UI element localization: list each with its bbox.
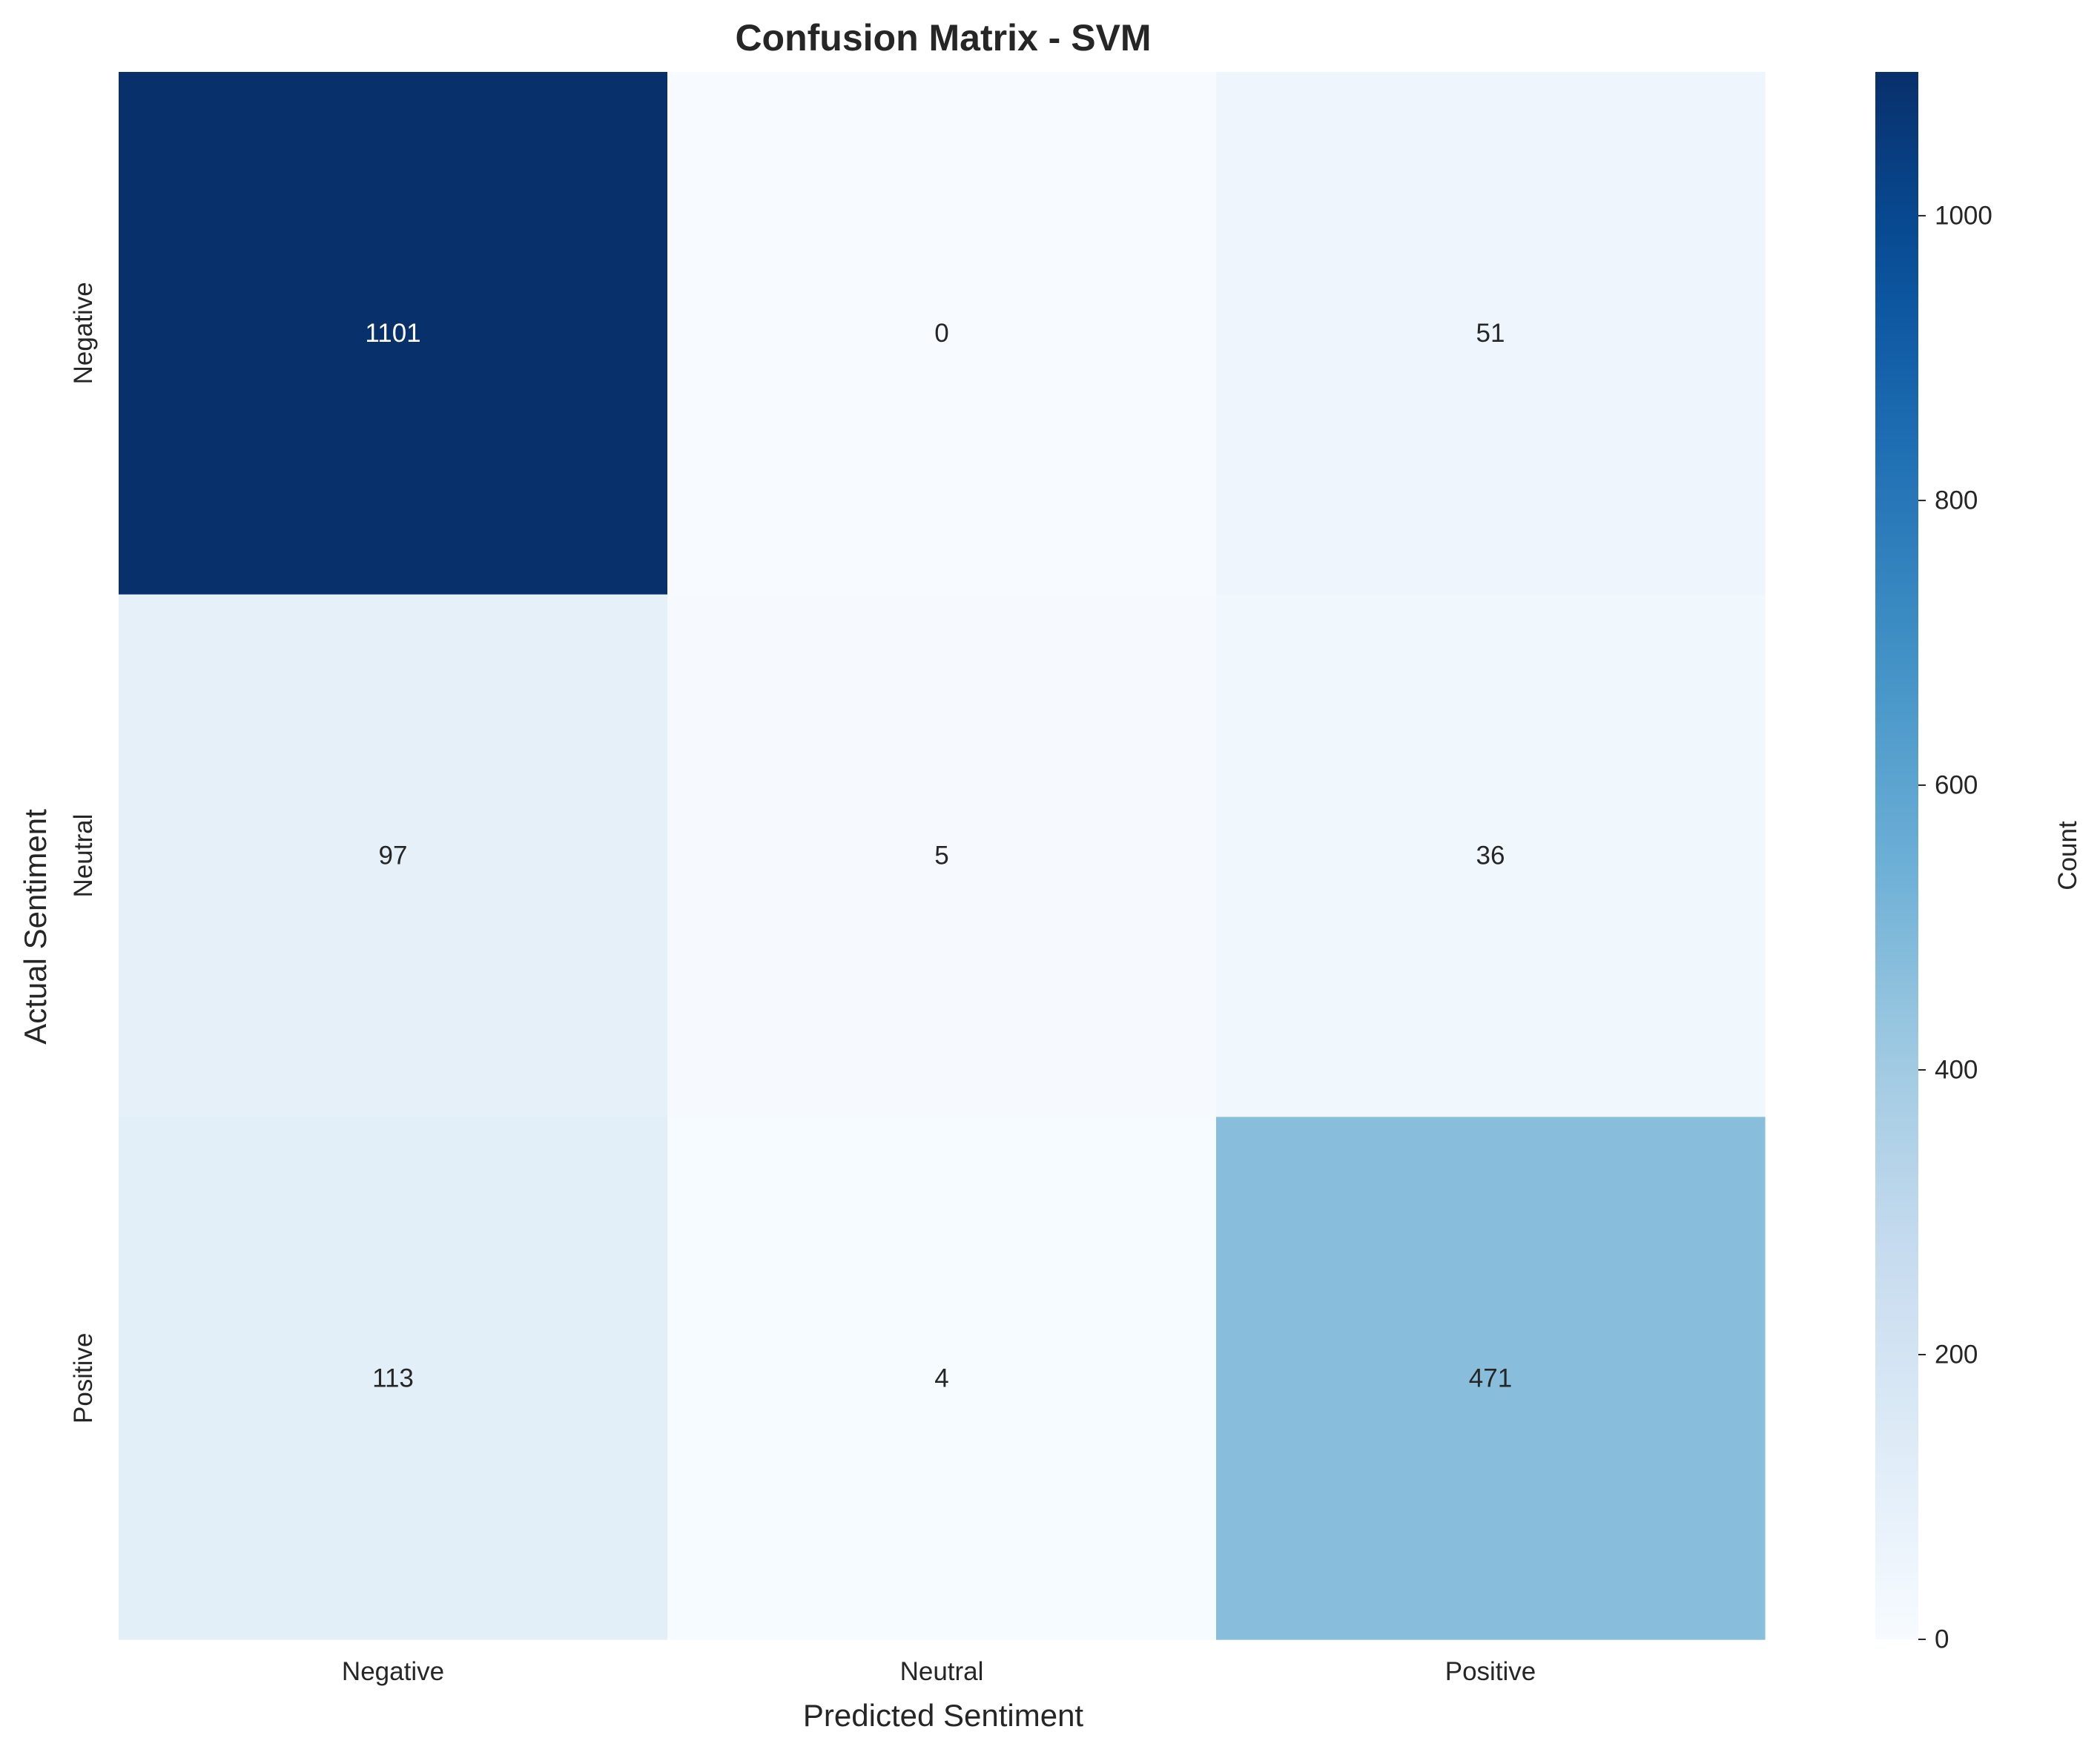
cell-value-label: 97	[379, 842, 408, 870]
colorbar-tick-label: 0	[1935, 1625, 1949, 1654]
cell-value-label: 36	[1476, 842, 1505, 870]
x-tick-label: Negative	[342, 1657, 444, 1686]
heatmap-cell-r1-c2	[1216, 594, 1766, 1117]
cell-value-label: 0	[934, 319, 948, 348]
colorbar-tick-label: 1000	[1935, 201, 1992, 230]
y-tick-label: Negative	[69, 282, 98, 384]
colorbar-tick-label: 600	[1935, 770, 1978, 799]
heatmap-cell-r0-c2	[1216, 72, 1766, 595]
cell-value-label: 5	[934, 842, 948, 870]
colorbar-label: Count	[2053, 821, 2082, 890]
heatmap-cell-r0-c1	[667, 72, 1217, 595]
y-axis-label: Actual Sentiment	[18, 809, 53, 1045]
heatmap-cell-r1-c1	[667, 594, 1217, 1117]
cell-value-label: 471	[1469, 1364, 1512, 1392]
heatmap-cell-r2-c0	[119, 1117, 668, 1640]
x-tick-label: Positive	[1445, 1657, 1536, 1686]
heatmap-cell-r2-c1	[667, 1117, 1217, 1640]
y-axis-ticks: Negative Neutral Positive	[69, 282, 98, 1424]
colorbar-tick-label: 200	[1935, 1340, 1978, 1369]
cell-value-label: 1101	[365, 319, 420, 348]
colorbar-tick-label: 800	[1935, 486, 1978, 515]
heatmap-cell-r1-c0	[119, 594, 668, 1117]
x-axis-label: Predicted Sentiment	[803, 1698, 1084, 1733]
heatmap-cells: 1101 0 51 97 5 36 113 4 471	[119, 72, 1766, 1640]
colorbar-tick-label: 400	[1935, 1055, 1978, 1084]
heatmap-cell-r0-c0	[119, 72, 668, 595]
x-tick-label: Neutral	[900, 1657, 984, 1686]
y-tick-label: Neutral	[69, 814, 98, 898]
cell-value-label: 113	[372, 1364, 414, 1392]
cell-value-label: 51	[1476, 319, 1505, 348]
heatmap-cell-r2-c2	[1216, 1117, 1766, 1640]
colorbar-ticks: 0 200 400 600 800 1000	[1918, 201, 1992, 1654]
cell-value-label: 4	[934, 1364, 948, 1392]
chart-title: Confusion Matrix - SVM	[735, 17, 1151, 59]
colorbar	[1875, 72, 1918, 1639]
y-tick-label: Positive	[69, 1332, 98, 1424]
x-axis-ticks: Negative Neutral Positive	[342, 1657, 1536, 1686]
